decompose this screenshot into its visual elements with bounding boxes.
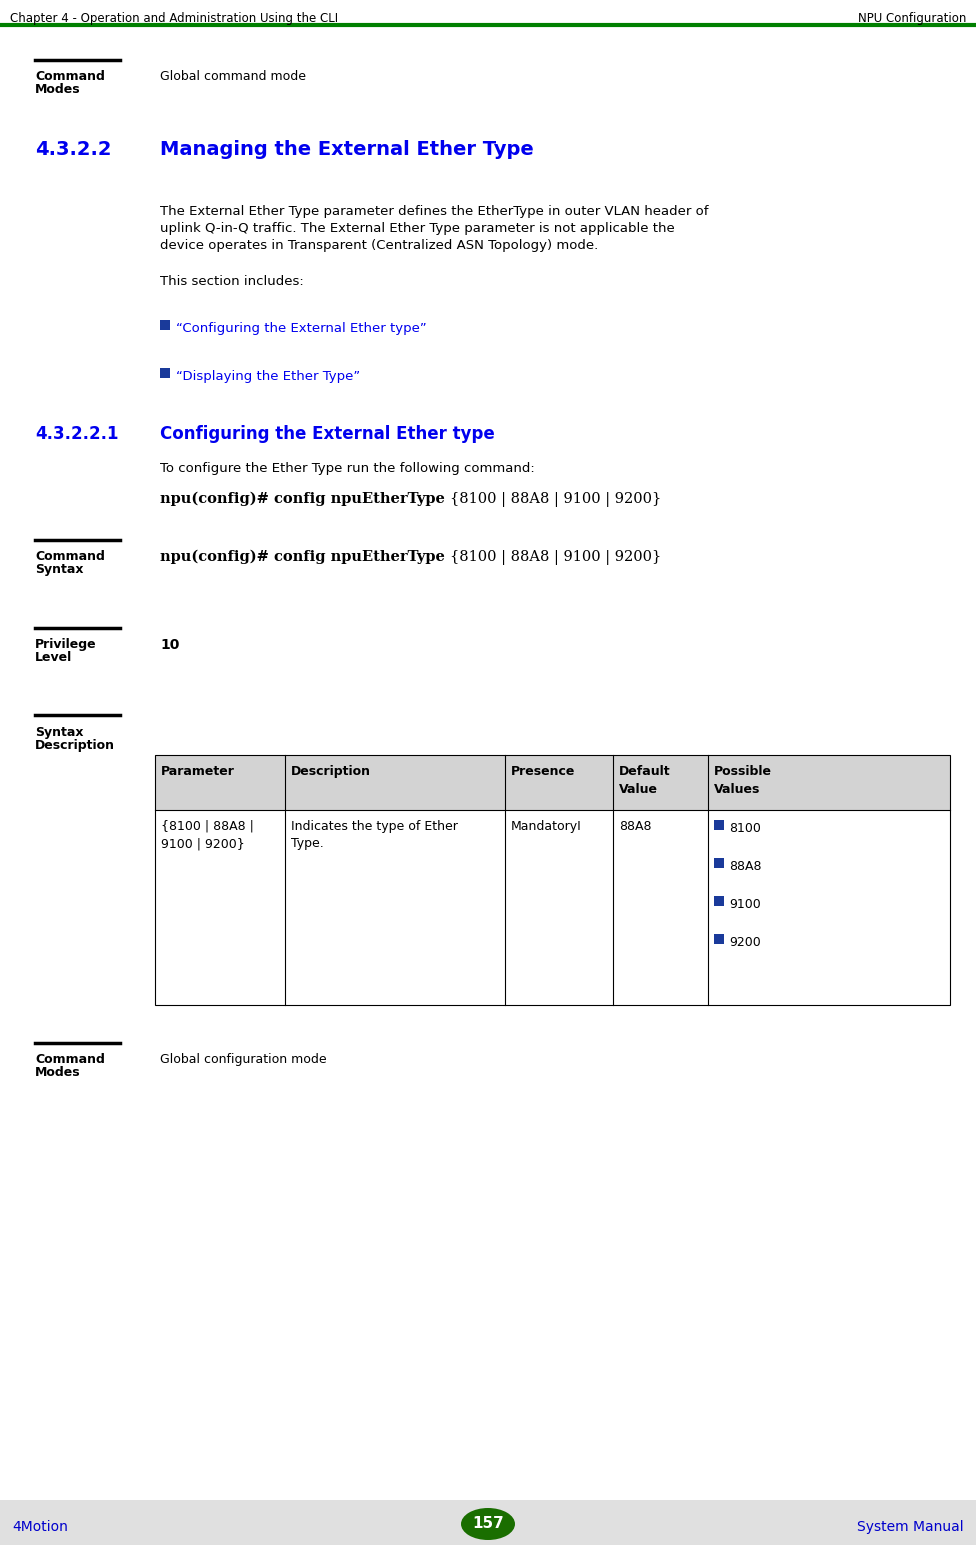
Text: 88A8: 88A8: [619, 820, 652, 833]
Bar: [714, 896, 724, 905]
Text: Command: Command: [35, 1054, 104, 1066]
Bar: [0, 1500, 976, 1545]
Text: device operates in Transparent (Centralized ASN Topology) mode.: device operates in Transparent (Centrali…: [160, 239, 598, 252]
Text: Command: Command: [35, 70, 104, 83]
Text: 157: 157: [472, 1517, 504, 1531]
Text: “Displaying the Ether Type”: “Displaying the Ether Type”: [176, 369, 360, 383]
Text: 4.3.2.2: 4.3.2.2: [35, 141, 111, 159]
Text: 8100: 8100: [729, 822, 761, 834]
Text: “Configuring the External Ether type”: “Configuring the External Ether type”: [176, 321, 427, 335]
Text: 9100: 9100: [729, 898, 760, 912]
Text: Syntax: Syntax: [35, 726, 84, 739]
Text: 4.3.2.2.1: 4.3.2.2.1: [35, 425, 118, 443]
Bar: [155, 756, 950, 1004]
Text: Global configuration mode: Global configuration mode: [160, 1054, 327, 1066]
Text: Presence: Presence: [511, 765, 576, 779]
Text: 9100 | 9200}: 9100 | 9200}: [161, 837, 245, 850]
Text: Possible: Possible: [714, 765, 772, 779]
Text: Default: Default: [619, 765, 671, 779]
Text: MandatoryI: MandatoryI: [511, 820, 582, 833]
Text: Global command mode: Global command mode: [160, 70, 306, 83]
Text: To configure the Ether Type run the following command:: To configure the Ether Type run the foll…: [160, 462, 535, 474]
Text: npu(config)# config npuEtherType: npu(config)# config npuEtherType: [160, 550, 450, 564]
Text: {8100 | 88A8 |: {8100 | 88A8 |: [161, 820, 254, 833]
Text: System Manual: System Manual: [857, 1520, 964, 1534]
Text: uplink Q-in-Q traffic. The External Ether Type parameter is not applicable the: uplink Q-in-Q traffic. The External Ethe…: [160, 222, 674, 235]
Text: Syntax: Syntax: [35, 562, 84, 576]
Text: 4Motion: 4Motion: [12, 1520, 68, 1534]
Text: Type.: Type.: [291, 837, 324, 850]
Bar: [160, 320, 170, 331]
Text: Description: Description: [291, 765, 371, 779]
Text: Modes: Modes: [35, 83, 81, 96]
Text: Configuring the External Ether type: Configuring the External Ether type: [160, 425, 495, 443]
Text: {8100 | 88A8 | 9100 | 9200}: {8100 | 88A8 | 9100 | 9200}: [450, 491, 662, 507]
Text: This section includes:: This section includes:: [160, 275, 304, 287]
Text: Chapter 4 - Operation and Administration Using the CLI: Chapter 4 - Operation and Administration…: [10, 12, 338, 25]
Bar: [155, 756, 950, 810]
Text: NPU Configuration: NPU Configuration: [858, 12, 966, 25]
Text: Indicates the type of Ether: Indicates the type of Ether: [291, 820, 458, 833]
Text: Managing the External Ether Type: Managing the External Ether Type: [160, 141, 534, 159]
Text: Parameter: Parameter: [161, 765, 235, 779]
Text: Values: Values: [714, 783, 760, 796]
Text: Command: Command: [35, 550, 104, 562]
Text: 88A8: 88A8: [729, 861, 761, 873]
Text: npu(config)# config npuEtherType: npu(config)# config npuEtherType: [160, 491, 450, 507]
Text: 9200: 9200: [729, 936, 760, 949]
Text: Description: Description: [35, 739, 115, 752]
Bar: [160, 368, 170, 379]
Text: Modes: Modes: [35, 1066, 81, 1078]
Bar: [714, 857, 724, 868]
Text: The External Ether Type parameter defines the EtherType in outer VLAN header of: The External Ether Type parameter define…: [160, 205, 709, 218]
Bar: [714, 820, 724, 830]
Bar: [714, 935, 724, 944]
Ellipse shape: [461, 1508, 515, 1540]
Text: Privilege: Privilege: [35, 638, 97, 650]
Text: {8100 | 88A8 | 9100 | 9200}: {8100 | 88A8 | 9100 | 9200}: [450, 550, 662, 565]
Text: Level: Level: [35, 650, 72, 664]
Text: Value: Value: [619, 783, 658, 796]
Text: 10: 10: [160, 638, 180, 652]
